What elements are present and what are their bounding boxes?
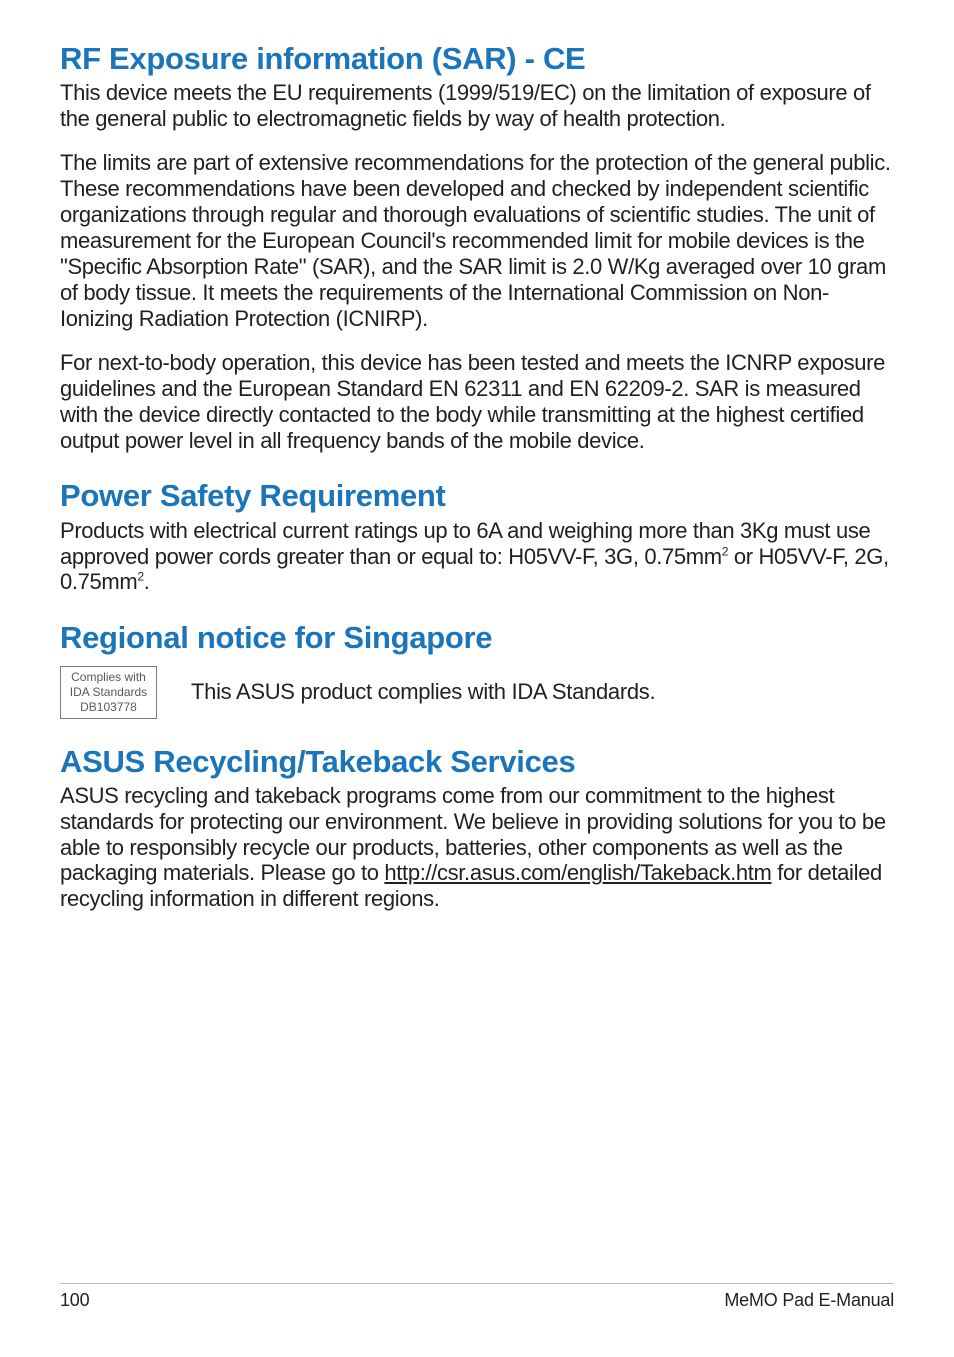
ida-compliance-box: Complies with IDA Standards DB103778 bbox=[60, 666, 157, 719]
power-safety-p1: Products with electrical current ratings… bbox=[60, 518, 894, 596]
page-number: 100 bbox=[60, 1290, 89, 1311]
doc-title: MeMO Pad E-Manual bbox=[724, 1290, 894, 1311]
heading-recycling: ASUS Recycling/Takeback Services bbox=[60, 745, 894, 779]
recycling-p1: ASUS recycling and takeback programs com… bbox=[60, 783, 894, 913]
heading-power-safety: Power Safety Requirement bbox=[60, 479, 894, 513]
power-safety-p1c: . bbox=[144, 569, 150, 594]
rf-exposure-p3: For next-to-body operation, this device … bbox=[60, 350, 894, 454]
rf-exposure-p2: The limits are part of extensive recomme… bbox=[60, 150, 894, 332]
ida-line1: Complies with bbox=[66, 670, 151, 685]
rf-exposure-p1: This device meets the EU requirements (1… bbox=[60, 80, 894, 132]
ida-line2: IDA Standards bbox=[66, 685, 151, 700]
singapore-compliance-text: This ASUS product complies with IDA Stan… bbox=[191, 679, 655, 705]
singapore-compliance-row: Complies with IDA Standards DB103778 Thi… bbox=[60, 666, 894, 719]
ida-line3: DB103778 bbox=[66, 700, 151, 715]
recycling-link[interactable]: http://csr.asus.com/english/Takeback.htm bbox=[384, 860, 771, 885]
heading-singapore: Regional notice for Singapore bbox=[60, 621, 894, 655]
page-footer: 100 MeMO Pad E-Manual bbox=[60, 1283, 894, 1311]
heading-rf-exposure: RF Exposure information (SAR) - CE bbox=[60, 42, 894, 76]
